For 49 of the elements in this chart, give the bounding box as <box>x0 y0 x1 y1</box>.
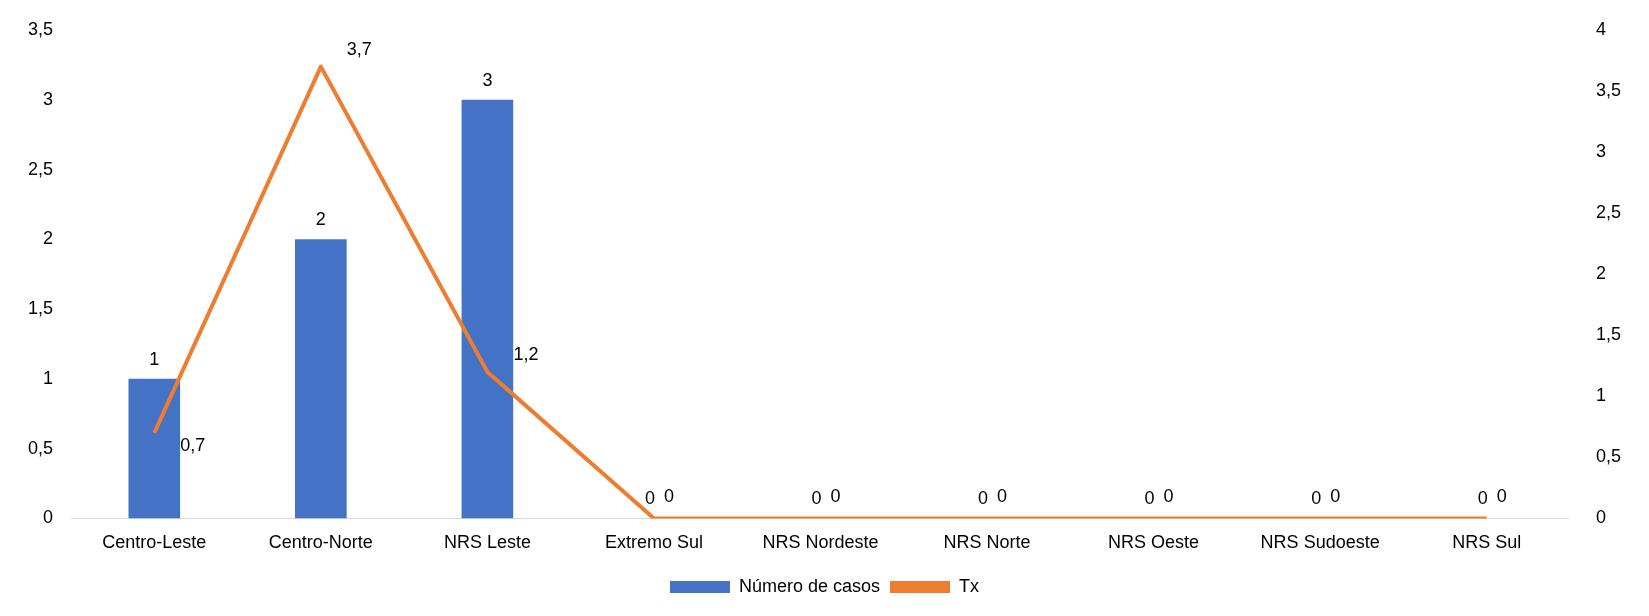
y-tick-label: 0,5 <box>27 437 54 458</box>
data-label: 0 <box>830 486 841 507</box>
x-tick-label: Centro-Leste <box>102 532 207 553</box>
data-label: 0 <box>1477 488 1488 509</box>
y-tick-label: 2 <box>43 228 54 249</box>
data-label: 0 <box>644 488 655 509</box>
y2-tick-label: 3 <box>1595 141 1606 162</box>
y2-tick-label: 1 <box>1595 385 1606 406</box>
data-label: 1,2 <box>513 343 539 364</box>
x-tick-label: NRS Leste <box>443 532 531 553</box>
data-label: 3,7 <box>346 38 372 59</box>
y-tick-label: 0 <box>43 507 54 528</box>
legend-label: Tx <box>959 575 980 596</box>
data-label: 0 <box>997 486 1008 507</box>
y-tick-label: 3 <box>43 88 54 109</box>
y2-tick-label: 3,5 <box>1595 80 1622 101</box>
x-tick-label: NRS Oeste <box>1108 532 1200 553</box>
data-label: 0 <box>663 486 674 507</box>
y2-tick-label: 2,5 <box>1595 202 1622 223</box>
y2-tick-label: 1,5 <box>1595 324 1622 345</box>
y2-tick-label: 2 <box>1595 263 1606 284</box>
data-label: 1 <box>149 348 160 369</box>
x-tick-label: NRS Sul <box>1452 532 1522 553</box>
y-tick-label: 2,5 <box>27 158 54 179</box>
x-tick-label: NRS Sudoeste <box>1260 532 1380 553</box>
data-label: 0,7 <box>180 434 206 455</box>
y-tick-label: 1 <box>43 367 54 388</box>
data-label: 0 <box>811 488 822 509</box>
x-tick-label: Extremo Sul <box>604 532 703 553</box>
data-label: 3 <box>482 69 493 90</box>
y2-tick-label: 0 <box>1595 507 1606 528</box>
data-label: 2 <box>315 209 326 230</box>
data-label: 0 <box>1163 486 1174 507</box>
x-tick-label: NRS Nordeste <box>762 532 879 553</box>
y2-tick-label: 0,5 <box>1595 446 1622 467</box>
y-tick-label: 3,5 <box>27 18 54 39</box>
data-label: 0 <box>1496 486 1507 507</box>
x-tick-label: Centro-Norte <box>268 532 373 553</box>
data-label: 0 <box>1330 486 1341 507</box>
y-tick-label: 1,5 <box>27 298 54 319</box>
bar <box>295 239 347 519</box>
bar <box>461 99 514 519</box>
data-label: 0 <box>1311 488 1322 509</box>
legend-label: Número de casos <box>738 575 881 596</box>
x-tick-label: NRS Norte <box>943 532 1031 553</box>
data-label: 0 <box>1144 488 1155 509</box>
bar <box>128 378 181 519</box>
y2-tick-label: 4 <box>1595 18 1606 39</box>
data-label: 0 <box>978 488 989 509</box>
